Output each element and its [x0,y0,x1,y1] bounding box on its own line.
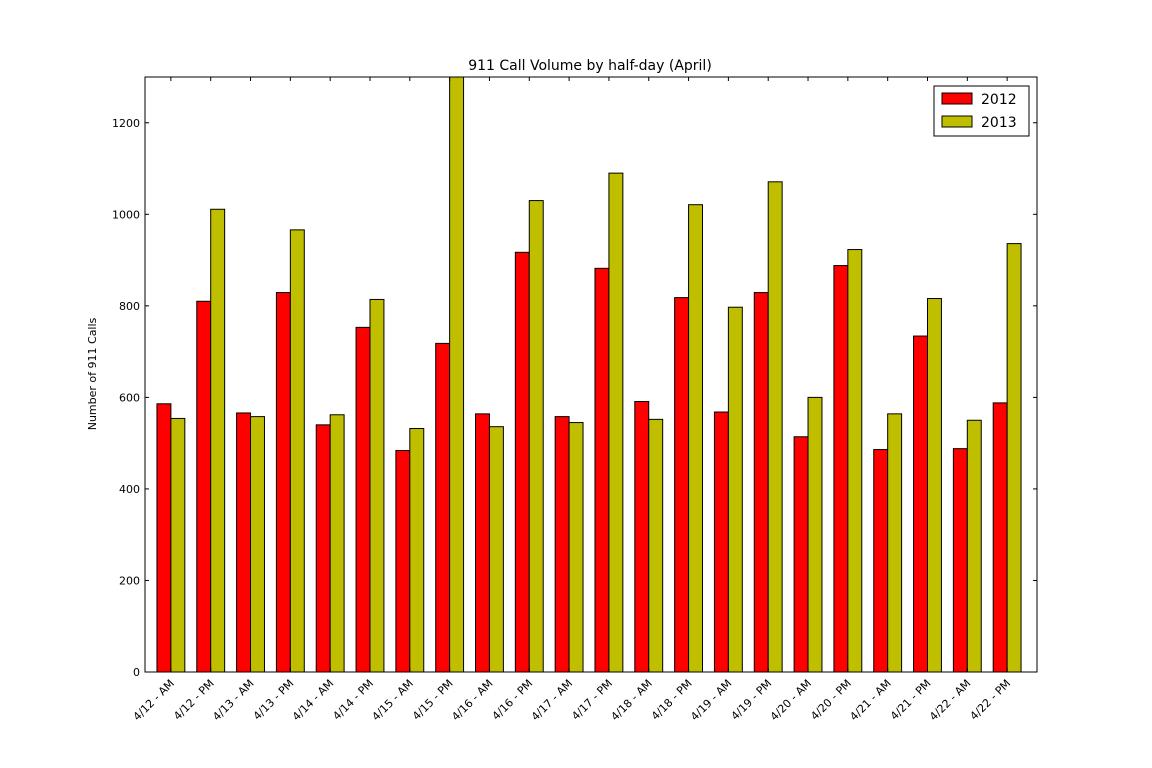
x-tick-label-18: 4/21 - AM [847,677,893,723]
x-tick-label-17: 4/20 - PM [808,677,854,723]
x-tick-label-15: 4/19 - PM [729,677,775,723]
bar-2012-21 [992,402,1008,673]
bar-2013-2 [250,416,265,673]
bar-2012-13 [674,297,690,673]
bar-2013-6 [409,428,425,673]
x-tick-label-1: 4/12 - PM [171,677,217,723]
bar-2013-16 [807,396,823,673]
bar-2013-20 [966,419,982,673]
y-tick-label-6: 1200 [112,117,140,130]
bar-2012-3 [275,292,291,673]
bar-2012-6 [395,449,411,673]
y-tick-label-0: 0 [133,666,140,679]
bar-2013-10 [568,422,584,673]
plot-frame [144,76,1038,673]
x-tick-label-12: 4/18 - AM [608,677,654,723]
bar-2013-17 [847,249,863,673]
bar-2013-7 [449,76,465,673]
bar-2012-4 [315,424,331,673]
bar-2012-0 [156,403,172,673]
x-tick-label-7: 4/15 - PM [410,677,456,723]
bar-2012-10 [554,416,570,673]
legend-swatch-2013 [941,115,973,128]
x-tick-label-0: 4/12 - AM [131,677,177,723]
bar-2012-17 [833,265,849,673]
bar-2013-15 [767,181,783,673]
bar-2013-0 [170,417,186,673]
bar-2012-8 [475,413,490,673]
bar-2012-7 [435,342,451,673]
bar-2012-12 [634,401,650,673]
x-tick-label-5: 4/14 - PM [330,677,376,723]
bar-2012-9 [514,251,530,673]
bar-2013-13 [688,204,703,673]
y-tick-label-4: 800 [119,300,140,313]
y-tick-label-5: 1000 [112,208,140,221]
legend-label-2013: 2013 [981,115,1017,131]
bar-2012-20 [952,448,968,673]
bar-2013-3 [289,229,305,673]
x-tick-label-11: 4/17 - PM [569,677,615,723]
y-axis-label: Number of 911 Calls [86,317,99,430]
y-tick-label-2: 400 [119,483,140,496]
legend: 2012 2013 [933,85,1030,137]
x-tick-label-19: 4/21 - PM [888,677,934,723]
bar-2013-11 [608,172,624,673]
y-tick-label-1: 200 [119,574,140,587]
x-tick-label-6: 4/15 - AM [369,677,415,723]
x-tick-label-16: 4/20 - AM [768,677,814,723]
bar-2012-11 [594,267,610,673]
bar-2013-9 [528,200,544,673]
x-tick-label-9: 4/16 - PM [490,677,536,723]
chart-title: 911 Call Volume by half-day (April) [468,58,712,74]
bar-2013-5 [369,298,385,673]
x-tick-label-20: 4/22 - AM [927,677,973,723]
bar-2012-5 [355,326,371,673]
bar-2013-4 [329,414,345,673]
x-tick-label-4: 4/14 - AM [290,677,336,723]
legend-swatch-2012 [941,92,973,105]
legend-label-2012: 2012 [981,92,1017,108]
bars-group [156,76,1022,673]
x-tick-label-13: 4/18 - PM [649,677,695,723]
bar-2013-18 [887,413,903,673]
x-tick-label-10: 4/17 - AM [529,677,575,723]
bar-2012-19 [913,335,928,673]
x-tick-label-2: 4/13 - AM [210,677,256,723]
x-tick-label-14: 4/19 - AM [688,677,734,723]
bar-2013-21 [1006,243,1022,673]
bar-2013-12 [648,418,664,673]
bar-2012-2 [236,412,252,673]
bar-2012-15 [753,292,769,673]
y-ticks-group: 0 200 400 600 800 1000 1200 [112,117,1037,679]
bar-2012-18 [873,449,889,673]
bar-2013-14 [727,306,743,673]
x-tick-label-3: 4/13 - PM [251,677,297,723]
bar-2013-19 [926,298,942,673]
y-tick-label-3: 600 [119,391,140,404]
x-tick-label-21: 4/22 - PM [967,677,1013,723]
x-tick-label-8: 4/16 - AM [449,677,495,723]
bar-2012-14 [713,411,729,673]
bar-2012-1 [196,300,212,673]
bar-2013-8 [488,426,504,673]
bar-2013-1 [210,208,226,673]
bar-2012-16 [793,436,809,673]
